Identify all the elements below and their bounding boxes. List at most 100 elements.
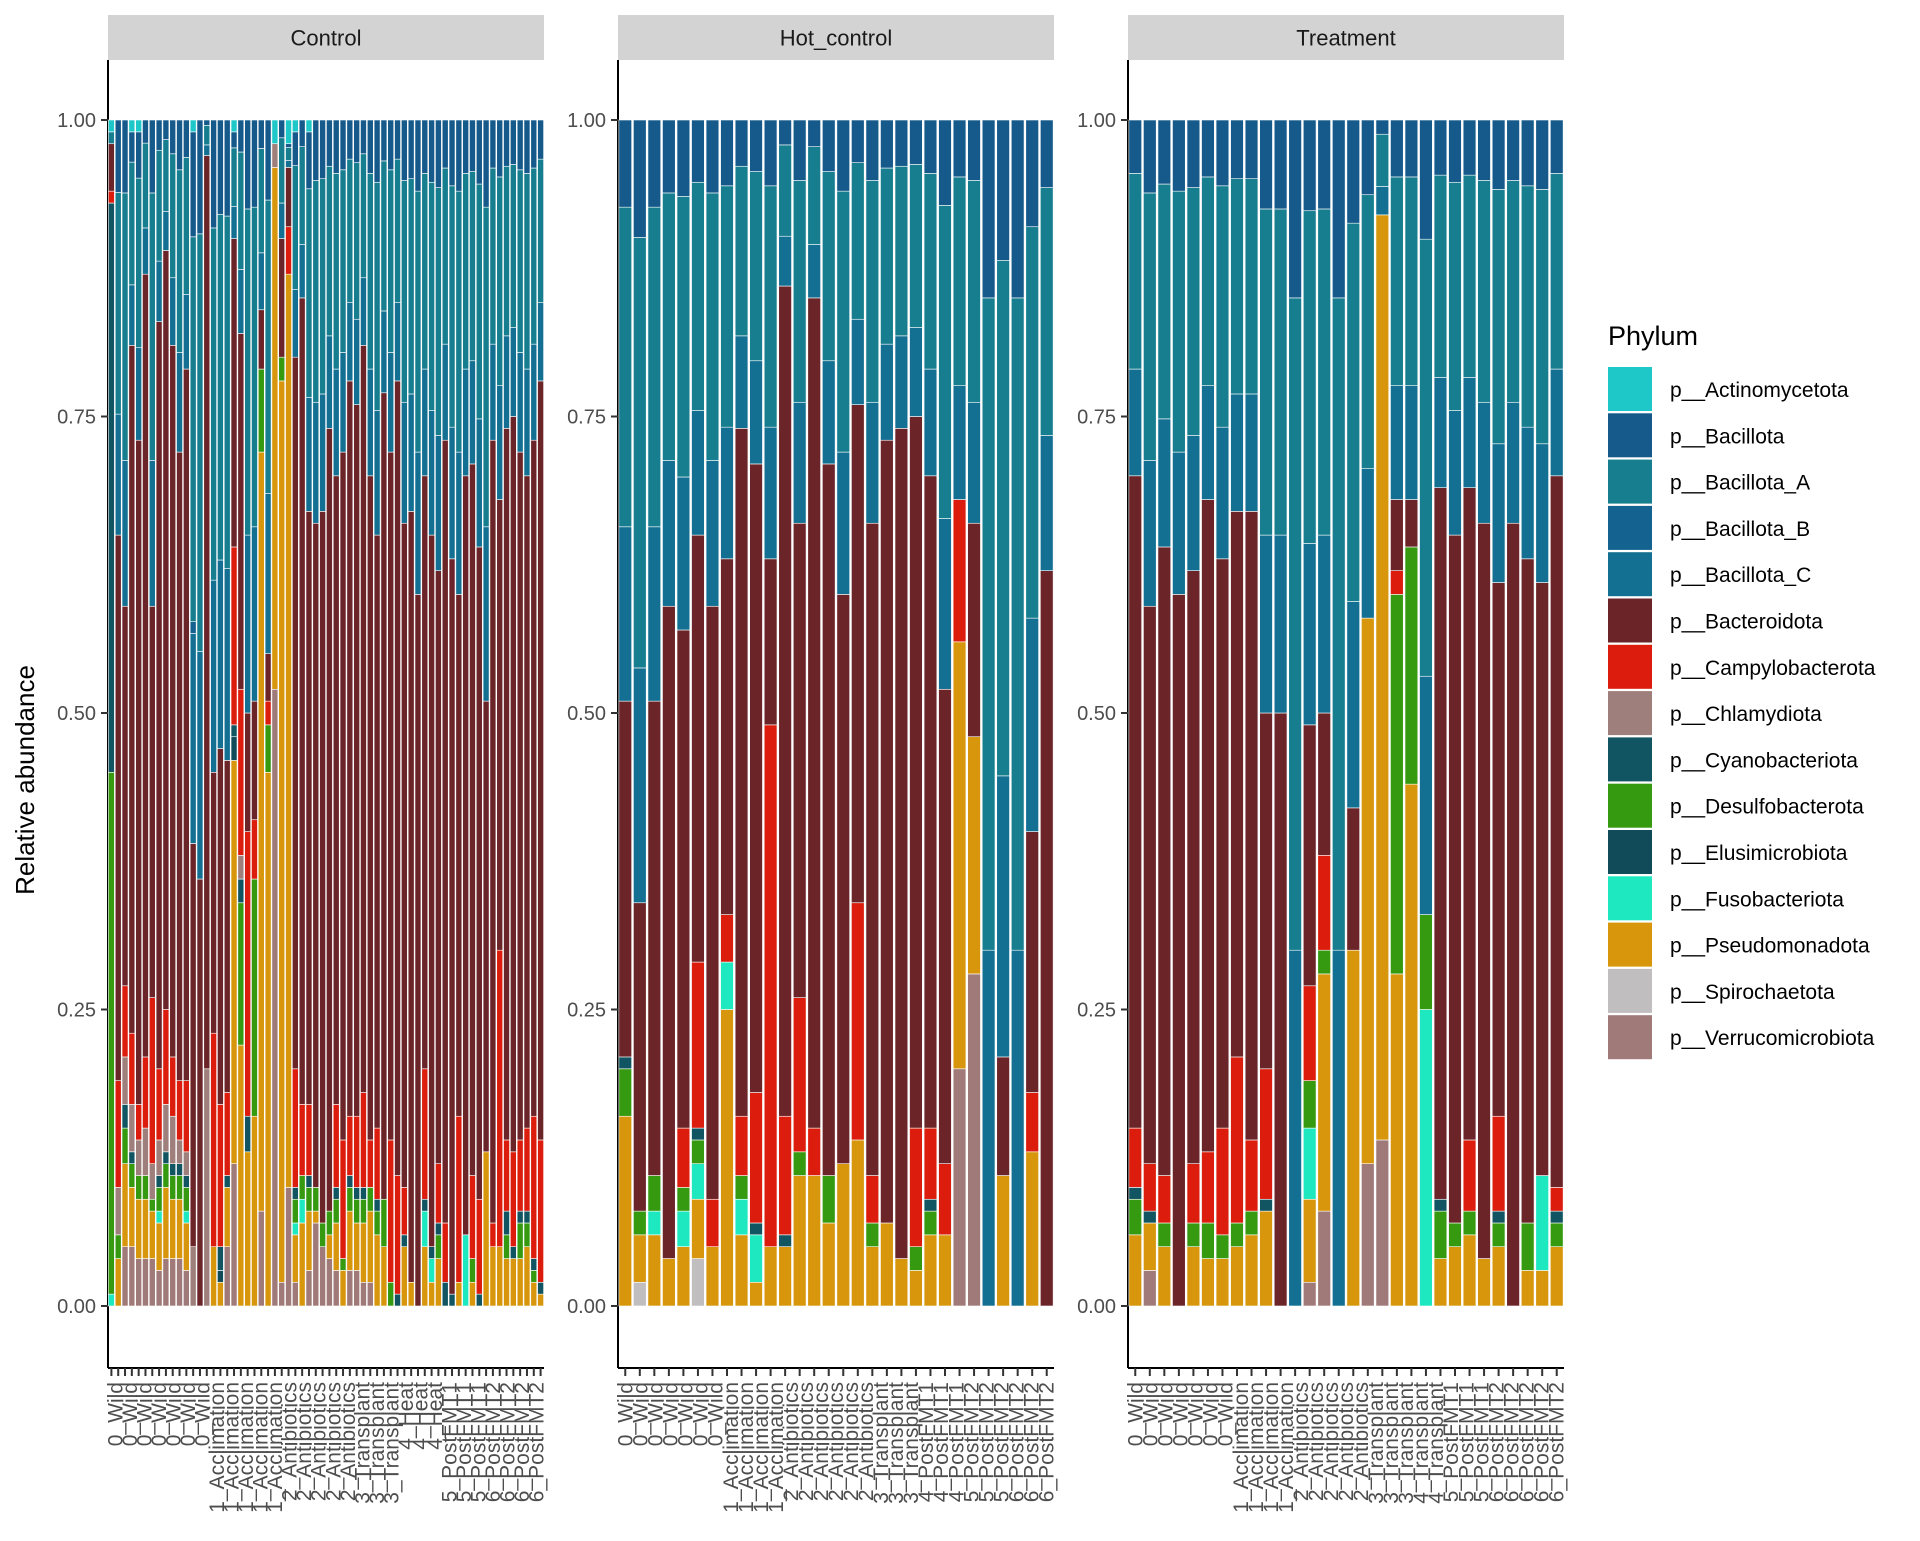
bar-segment	[1143, 1222, 1157, 1271]
bar-segment	[271, 119, 279, 145]
bar-segment	[792, 522, 807, 998]
bar-segment	[705, 192, 720, 461]
bar-segment	[1143, 1270, 1157, 1307]
bar-segment	[1317, 712, 1331, 856]
bar-segment	[332, 1198, 340, 1224]
bar-segment	[923, 173, 938, 370]
bar-segment	[285, 146, 292, 161]
bar-segment	[1448, 1246, 1462, 1307]
x-tick-label: 0_Wild	[1155, 1382, 1178, 1446]
bar-segment	[1172, 119, 1186, 192]
bar-segment	[865, 1222, 880, 1247]
bar-segment	[923, 1198, 938, 1212]
bar-segment	[996, 1056, 1010, 1176]
legend-swatch	[1608, 922, 1652, 967]
legend-item: p__Bacillota_C	[1608, 552, 1811, 597]
bar-segment	[251, 1115, 258, 1307]
bar-segment	[114, 1080, 122, 1188]
bar-segment	[264, 199, 272, 494]
bar-segment	[1404, 176, 1419, 386]
bar-segment	[366, 1281, 374, 1307]
bar-segment	[326, 1234, 333, 1259]
bar-4	[135, 119, 142, 1307]
bar-segment	[142, 1258, 149, 1307]
bar-segment	[822, 119, 836, 172]
bar-segment	[339, 352, 347, 453]
bar-segment	[292, 1068, 299, 1188]
bar-segment	[851, 902, 865, 1141]
bar-segment	[401, 522, 408, 1188]
bar-segment	[763, 426, 778, 560]
bar-segment	[778, 1115, 792, 1236]
x-tick-label: 4_PostFMT1	[930, 1382, 953, 1502]
bar-segment	[923, 1210, 938, 1236]
bar-segment	[162, 1009, 170, 1105]
bar-segment	[1186, 119, 1201, 188]
bar-segment	[183, 119, 190, 158]
x-tick-label: 2_Antibiotics	[1290, 1382, 1313, 1501]
bar-20	[909, 119, 923, 1307]
bar-25	[1491, 119, 1506, 1307]
bar-segment	[1128, 119, 1142, 174]
bar-segment	[435, 1163, 442, 1224]
x-tick-label: 1_Acclimation	[1260, 1382, 1283, 1513]
bar-segment	[135, 439, 142, 1105]
bar-segment	[676, 1127, 691, 1188]
bar-segment	[865, 401, 880, 524]
bar-segment	[285, 160, 292, 168]
bar-segment	[503, 1210, 510, 1236]
bar-segment	[1157, 119, 1172, 185]
bar-segment	[114, 1187, 122, 1236]
bar-segment	[537, 380, 544, 1141]
bar-segment	[1550, 368, 1564, 477]
bar-segment	[510, 1246, 517, 1259]
legend-label: p__Pseudomonadota	[1670, 935, 1870, 958]
bar-segment	[1491, 582, 1506, 1117]
legend-item: p__Chlamydiota	[1608, 691, 1822, 736]
bar-10	[1273, 119, 1288, 1307]
bar-segment	[967, 522, 981, 738]
bar-segment	[169, 1198, 177, 1259]
bar-segment	[749, 1092, 763, 1224]
bar-segment	[537, 1139, 544, 1283]
bar-segment	[1244, 1234, 1259, 1307]
bar-segment	[264, 700, 272, 726]
bar-segment	[189, 131, 197, 238]
bar-segment	[836, 1163, 850, 1307]
legend-label: p__Bacillota	[1670, 425, 1785, 448]
bar-segment	[1433, 487, 1448, 1200]
bar-segment	[778, 285, 792, 1117]
bar-segment	[380, 160, 388, 312]
bar-segment	[909, 416, 923, 1129]
bar-segment	[292, 1222, 299, 1236]
bar-segment	[734, 119, 749, 167]
bar-segment	[128, 1246, 136, 1307]
x-tick-label: 6_PostFMT2	[511, 1382, 534, 1502]
bar-segment	[749, 360, 763, 465]
x-tick-label: 2_Antibiotics	[825, 1382, 848, 1501]
bar-segment	[1419, 238, 1433, 677]
bar-segment	[217, 1270, 224, 1283]
bar-segment	[1375, 119, 1390, 135]
bar-segment	[230, 238, 238, 548]
bar-segment	[469, 360, 476, 465]
bar-segment	[353, 1222, 360, 1271]
bar-segment	[1230, 1222, 1244, 1247]
bar-segment	[1128, 475, 1142, 1129]
bar-63	[537, 119, 544, 1307]
legend-swatch	[1608, 413, 1652, 458]
bar-1	[1143, 119, 1157, 1307]
bar-44	[407, 119, 415, 1307]
bar-segment	[237, 878, 245, 904]
bar-segment	[278, 137, 286, 204]
bar-segment	[230, 206, 238, 239]
bar-segment	[778, 235, 792, 287]
bar-segment	[523, 1222, 531, 1247]
bar-segment	[435, 570, 442, 1164]
bar-segment	[108, 131, 115, 145]
bar-13	[1317, 119, 1331, 1307]
bar-segment	[1040, 119, 1054, 188]
bar-segment	[278, 1281, 286, 1307]
bar-segment	[346, 1187, 354, 1212]
bar-segment	[1010, 297, 1025, 951]
